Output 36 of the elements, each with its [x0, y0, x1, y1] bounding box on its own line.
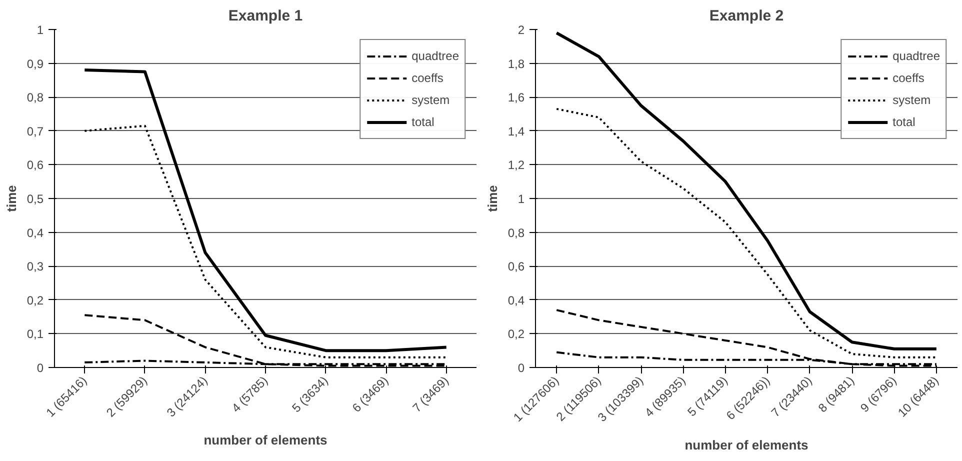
legend-label: quadtree — [892, 49, 940, 63]
y-tick-label: 0,5 — [26, 192, 44, 206]
y-tick-label: 0,8 — [508, 226, 525, 240]
y-tick-label: 2 — [518, 23, 525, 37]
chart-title: Example 1 — [228, 8, 303, 24]
y-tick-label: 0 — [518, 361, 525, 375]
y-tick-label: 0 — [36, 361, 44, 375]
y-tick-label: 0,7 — [26, 124, 44, 138]
y-tick-label: 0,4 — [26, 226, 44, 240]
y-tick-label: 0,6 — [508, 260, 525, 274]
legend-label: quadtree — [412, 49, 459, 63]
y-tick-label: 0,8 — [26, 90, 44, 105]
y-tick-label: 0,2 — [26, 293, 44, 308]
y-tick-label: 0,2 — [508, 327, 525, 342]
y-tick-label: 0,4 — [508, 293, 525, 308]
legend-label: total — [412, 115, 434, 129]
legend-label: total — [892, 115, 916, 129]
y-tick-label: 0,3 — [26, 260, 44, 274]
y-tick-label: 1,8 — [508, 56, 525, 71]
y-axis-title: time — [484, 185, 500, 212]
y-tick-label: 1 — [36, 23, 44, 37]
legend-label: system — [892, 93, 931, 107]
y-axis-title: time — [4, 185, 19, 212]
y-tick-label: 1 — [518, 192, 525, 206]
chart-title: Example 2 — [709, 8, 784, 24]
y-tick-label: 0,1 — [26, 327, 44, 342]
legend-label: coeffs — [892, 71, 924, 85]
y-tick-label: 1,4 — [508, 124, 525, 138]
y-tick-label: 1,6 — [508, 90, 525, 105]
x-axis-title: number of elements — [684, 437, 808, 452]
x-axis-title: number of elements — [204, 432, 328, 448]
y-tick-label: 0,9 — [26, 56, 44, 71]
y-tick-label: 1,2 — [508, 158, 525, 172]
legend-label: system — [412, 93, 450, 107]
legend-label: coeffs — [412, 71, 444, 85]
y-tick-label: 0,6 — [26, 158, 44, 172]
